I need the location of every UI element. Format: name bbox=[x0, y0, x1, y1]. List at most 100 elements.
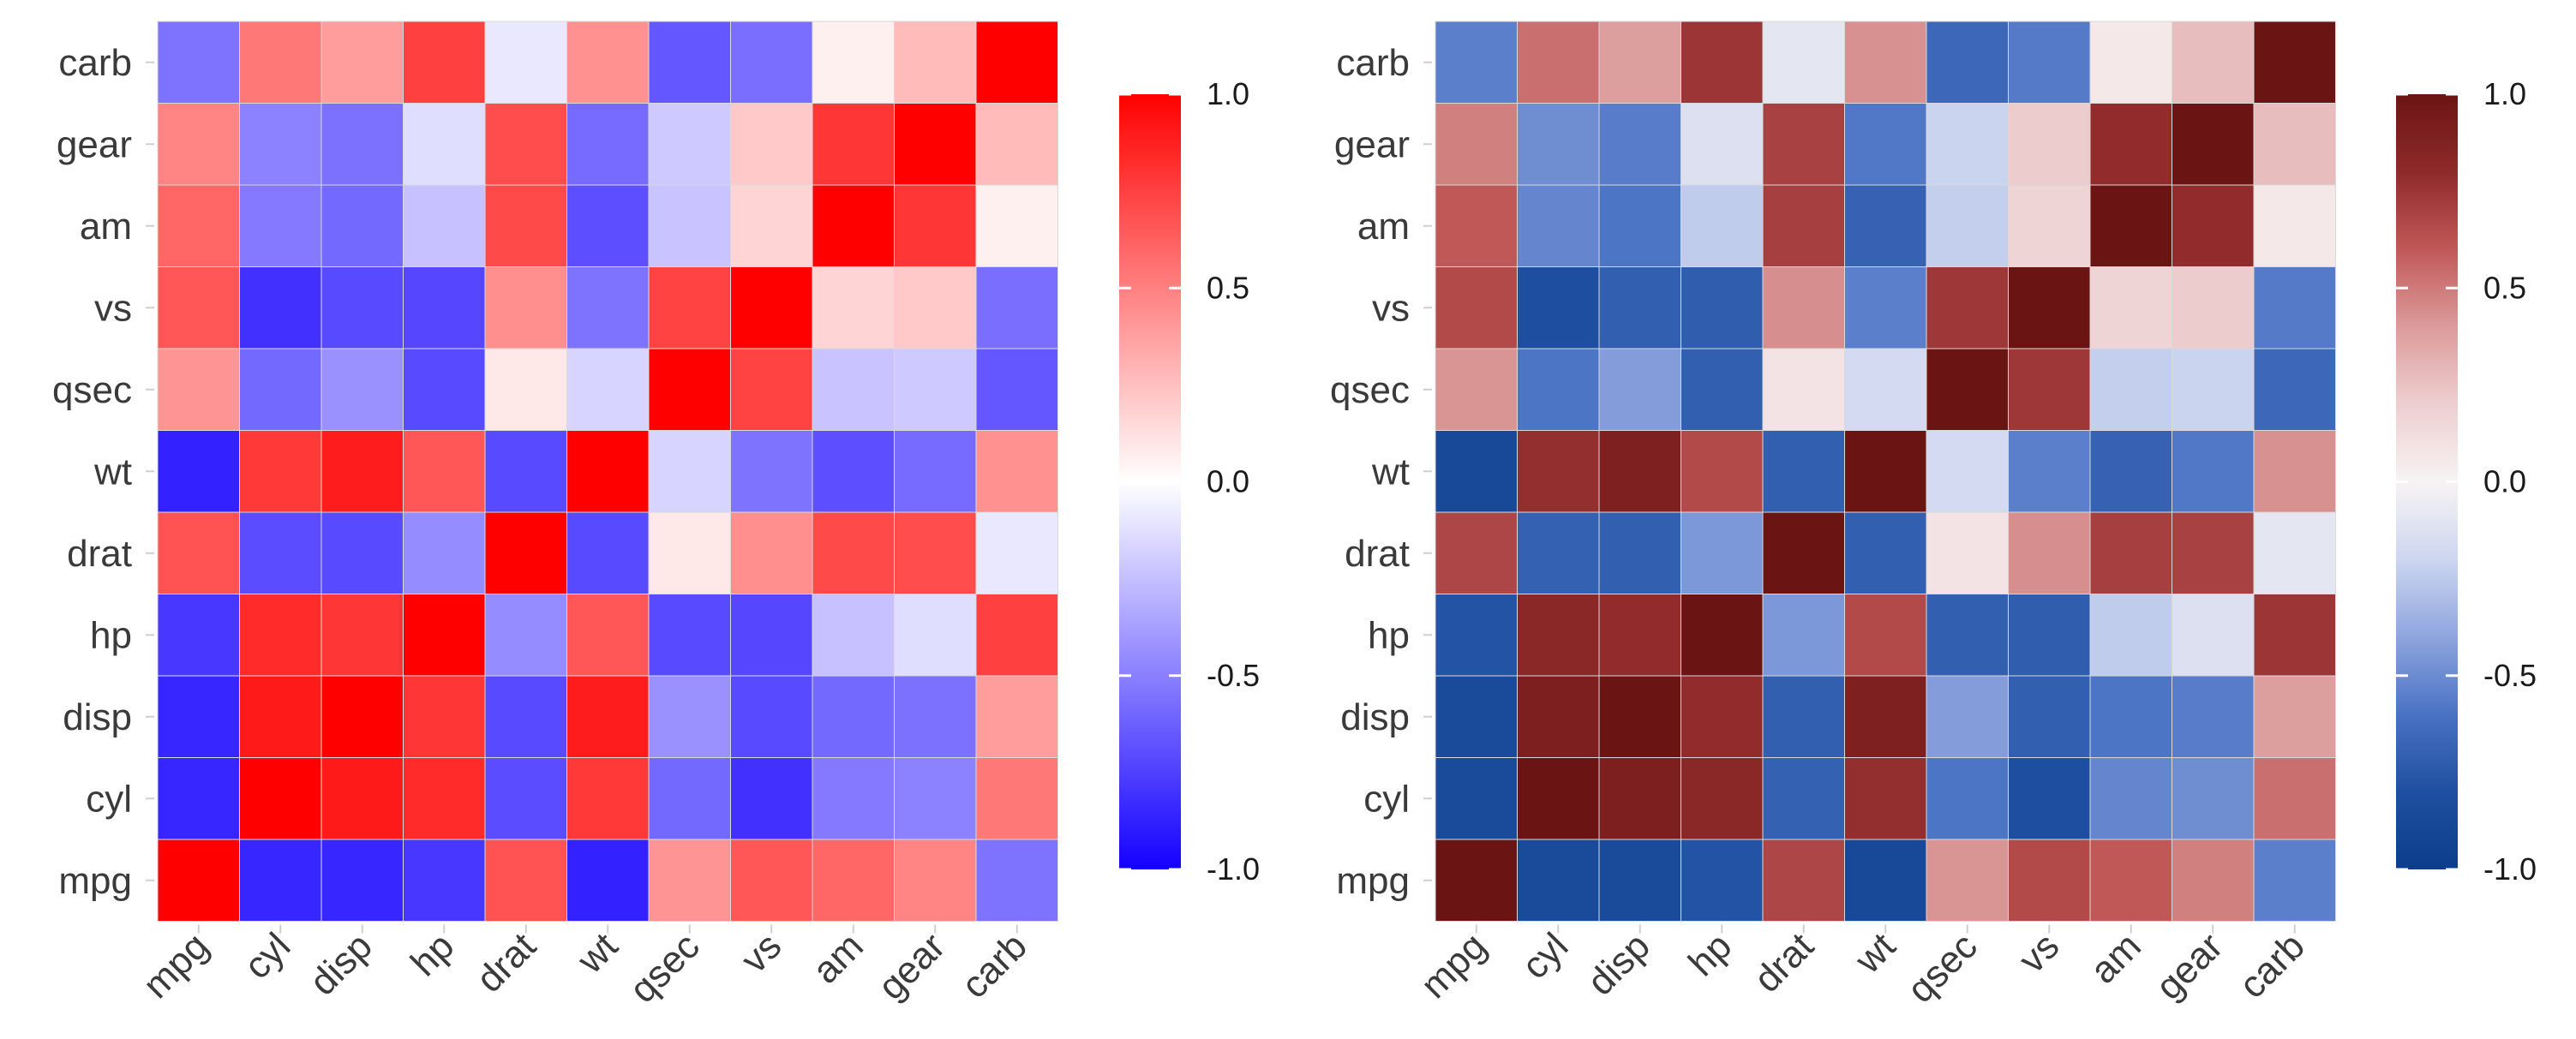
heatmap-cell-carb-drat bbox=[1762, 21, 1845, 104]
heatmap-cell-qsec-vs bbox=[2008, 348, 2091, 431]
heatmap-cell-am-wt bbox=[1844, 184, 1927, 267]
heatmap-cell-qsec-mpg bbox=[1435, 348, 1518, 431]
heatmap-cell-disp-wt bbox=[1844, 675, 1927, 758]
y-tick-label-cyl: cyl bbox=[86, 778, 132, 820]
heatmap-cell-wt-carb bbox=[975, 430, 1058, 513]
heatmap-cell-qsec-disp bbox=[321, 348, 404, 431]
heatmap-cell-disp-hp bbox=[403, 675, 486, 758]
heatmap-cell-carb-vs bbox=[730, 21, 813, 104]
heatmap-cell-carb-qsec bbox=[1926, 21, 2009, 104]
heatmap-cell-gear-disp bbox=[321, 103, 404, 186]
x-tick-label-hp: hp bbox=[403, 925, 462, 984]
heatmap-cell-drat-gear bbox=[894, 511, 977, 594]
heatmap-cell-qsec-cyl bbox=[239, 348, 322, 431]
heatmap-cell-hp-carb bbox=[975, 594, 1058, 677]
heatmap-cell-qsec-gear bbox=[894, 348, 977, 431]
heatmap-cell-gear-wt bbox=[1844, 103, 1927, 186]
heatmap-cell-gear-vs bbox=[2008, 103, 2091, 186]
heatmap-cell-hp-gear bbox=[894, 594, 977, 677]
heatmap-cell-wt-gear bbox=[894, 430, 977, 513]
heatmap-cell-hp-disp bbox=[321, 594, 404, 677]
heatmap-cell-am-cyl bbox=[1517, 184, 1600, 267]
x-tick-label-qsec: qsec bbox=[621, 925, 707, 1011]
heatmap-cell-cyl-mpg bbox=[1435, 757, 1518, 840]
heatmap-cell-qsec-carb bbox=[2253, 348, 2336, 431]
heatmap-cell-qsec-hp bbox=[403, 348, 486, 431]
y-tick-label-mpg: mpg bbox=[58, 860, 132, 902]
heatmap-cell-hp-gear bbox=[2172, 594, 2255, 677]
heatmap-cell-drat-wt bbox=[1844, 511, 1927, 594]
heatmap-cell-cyl-vs bbox=[2008, 757, 2091, 840]
heatmap-cell-vs-gear bbox=[2172, 266, 2255, 349]
y-tick-label-carb: carb bbox=[58, 42, 132, 84]
heatmap-cell-disp-cyl bbox=[1517, 675, 1600, 758]
heatmap-cell-wt-cyl bbox=[1517, 430, 1600, 513]
heatmap-cell-drat-mpg bbox=[157, 511, 240, 594]
heatmap-cell-qsec-cyl bbox=[1517, 348, 1600, 431]
heatmap-cell-carb-qsec bbox=[648, 21, 731, 104]
heatmap-cell-disp-qsec bbox=[1926, 675, 2009, 758]
heatmap-cell-hp-cyl bbox=[239, 594, 322, 677]
heatmap-cell-vs-disp bbox=[321, 266, 404, 349]
heatmap-cell-gear-carb bbox=[2253, 103, 2336, 186]
heatmap-cell-hp-carb bbox=[2253, 594, 2336, 677]
heatmap-cell-qsec-drat bbox=[484, 348, 567, 431]
heatmap-cell-vs-mpg bbox=[157, 266, 240, 349]
heatmap-cell-am-disp bbox=[321, 184, 404, 267]
heatmap-cell-cyl-carb bbox=[2253, 757, 2336, 840]
heatmap-cell-am-qsec bbox=[1926, 184, 2009, 267]
x-tick-label-disp: disp bbox=[1579, 925, 1658, 1004]
heatmap-cell-cyl-qsec bbox=[648, 757, 731, 840]
heatmap-cell-mpg-disp bbox=[1598, 839, 1681, 922]
heatmap-cell-mpg-cyl bbox=[239, 839, 322, 922]
heatmap-cell-hp-am bbox=[812, 594, 895, 677]
heatmap-cell-qsec-vs bbox=[730, 348, 813, 431]
x-tick-label-disp: disp bbox=[302, 925, 380, 1004]
heatmap-cell-am-am bbox=[2089, 184, 2172, 267]
heatmap-cell-hp-am bbox=[2089, 594, 2172, 677]
heatmap-cell-drat-drat bbox=[1762, 511, 1845, 594]
heatmap-cell-vs-qsec bbox=[648, 266, 731, 349]
x-tick-label-wt: wt bbox=[1847, 925, 1903, 982]
heatmap-cell-mpg-wt bbox=[1844, 839, 1927, 922]
heatmap-cell-hp-drat bbox=[484, 594, 567, 677]
heatmap-cell-wt-qsec bbox=[1926, 430, 2009, 513]
heatmap-cell-qsec-drat bbox=[1762, 348, 1845, 431]
heatmap-cell-cyl-gear bbox=[894, 757, 977, 840]
legend-tick-label: -1.0 bbox=[2483, 851, 2537, 887]
heatmap-cell-disp-disp bbox=[321, 675, 404, 758]
heatmap-cell-gear-gear bbox=[2172, 103, 2255, 186]
heatmap-cell-cyl-disp bbox=[321, 757, 404, 840]
heatmap-cell-gear-am bbox=[812, 103, 895, 186]
heatmap-cell-wt-carb bbox=[2253, 430, 2336, 513]
heatmap-cell-cyl-drat bbox=[484, 757, 567, 840]
heatmap-cell-vs-gear bbox=[894, 266, 977, 349]
heatmap-cell-cyl-qsec bbox=[1926, 757, 2009, 840]
heatmap-cell-drat-vs bbox=[2008, 511, 2091, 594]
heatmap-cell-vs-drat bbox=[484, 266, 567, 349]
heatmap-cell-cyl-drat bbox=[1762, 757, 1845, 840]
heatmap-cell-drat-hp bbox=[1680, 511, 1764, 594]
heatmap-cell-gear-qsec bbox=[648, 103, 731, 186]
heatmap-cell-mpg-qsec bbox=[1926, 839, 2009, 922]
heatmap-cell-vs-vs bbox=[2008, 266, 2091, 349]
heatmap-cell-carb-wt bbox=[1844, 21, 1927, 104]
heatmap-cell-disp-am bbox=[812, 675, 895, 758]
heatmap-cell-drat-am bbox=[2089, 511, 2172, 594]
heatmap-cell-gear-mpg bbox=[157, 103, 240, 186]
heatmap-cell-wt-qsec bbox=[648, 430, 731, 513]
heatmap-cell-qsec-qsec bbox=[648, 348, 731, 431]
heatmap-cell-carb-drat bbox=[484, 21, 567, 104]
heatmap-cell-qsec-wt bbox=[1844, 348, 1927, 431]
heatmap-cell-qsec-wt bbox=[566, 348, 650, 431]
heatmap-cell-disp-vs bbox=[730, 675, 813, 758]
heatmap-cell-am-cyl bbox=[239, 184, 322, 267]
heatmap-cell-drat-carb bbox=[2253, 511, 2336, 594]
heatmap-cell-gear-gear bbox=[894, 103, 977, 186]
heatmap-cell-drat-gear bbox=[2172, 511, 2255, 594]
heatmap-cell-vs-carb bbox=[975, 266, 1058, 349]
heatmap-cell-vs-wt bbox=[566, 266, 650, 349]
heatmap-cell-drat-cyl bbox=[239, 511, 322, 594]
heatmap-cell-mpg-wt bbox=[566, 839, 650, 922]
